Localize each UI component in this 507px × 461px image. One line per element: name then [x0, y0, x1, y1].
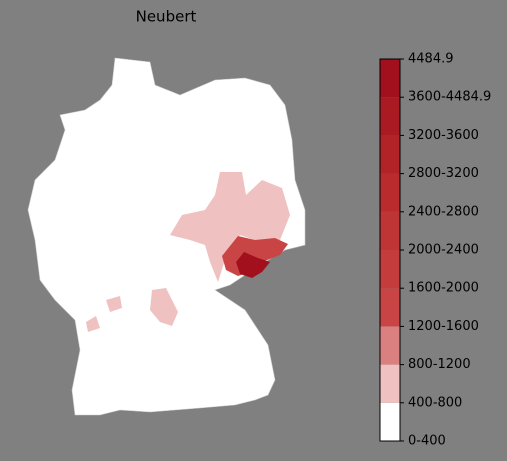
colorbar-segment	[380, 402, 400, 441]
germany-map	[27, 57, 306, 416]
colorbar-segment	[380, 97, 400, 136]
region-dark	[236, 252, 270, 278]
region-sw-light	[86, 316, 100, 332]
region-light	[170, 172, 290, 282]
colorbar-label: 400-800	[408, 395, 462, 410]
colorbar-label: 1600-2000	[408, 281, 479, 296]
colorbar-label: 0-400	[408, 434, 446, 449]
colorbar-segment	[380, 173, 400, 212]
map-title: Neubert	[136, 8, 197, 26]
colorbar-label: 1200-1600	[408, 319, 479, 334]
colorbar-label: 2400-2800	[408, 204, 479, 219]
colorbar-label: 4484.9	[408, 52, 454, 67]
colorbar-segment	[380, 326, 400, 365]
colorbar-segment	[380, 211, 400, 250]
colorbar-segment	[380, 364, 400, 403]
colorbar-segment	[380, 135, 400, 174]
colorbar-segment	[380, 59, 400, 98]
colorbar-label: 3600-4484.9	[408, 90, 491, 105]
colorbar-label: 3200-3600	[408, 128, 479, 143]
region-west-light	[106, 296, 122, 312]
colorbar-segment	[380, 288, 400, 327]
colorbar-label: 2800-3200	[408, 166, 479, 181]
region-small-light	[150, 288, 178, 326]
colorbar-label: 2000-2400	[408, 243, 479, 258]
colorbar-segment	[380, 250, 400, 289]
colorbar-label: 800-1200	[408, 357, 471, 372]
